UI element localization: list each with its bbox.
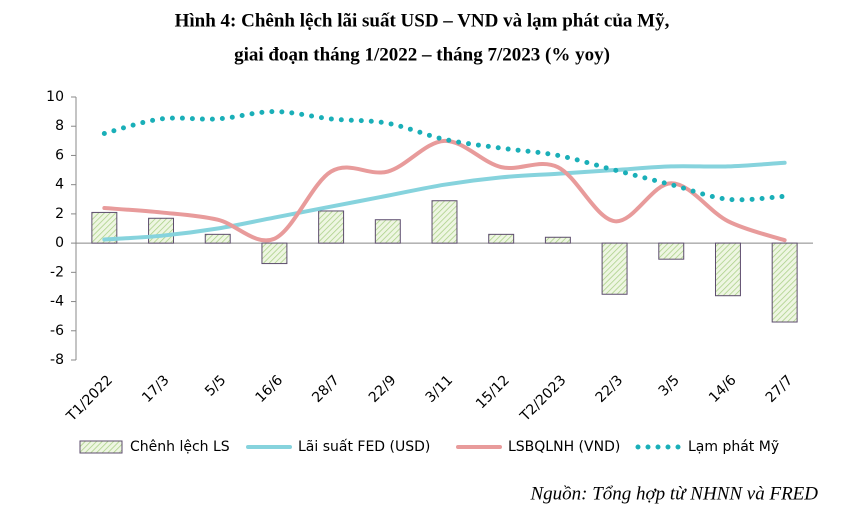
bar xyxy=(431,200,458,244)
chart-subtitle: giai đoạn tháng 1/2022 – tháng 7/2023 (%… xyxy=(234,44,610,65)
legend-label: Lạm phát Mỹ xyxy=(688,439,779,455)
y-tick-label: 4 xyxy=(55,177,64,193)
legend-swatch xyxy=(79,440,123,454)
x-tick-label: 15/12 xyxy=(473,372,513,412)
y-tick-label: 10 xyxy=(46,89,64,105)
x-tick-label: 16/6 xyxy=(253,372,287,406)
x-tick-label: 5/5 xyxy=(202,372,229,399)
x-tick-label: 14/6 xyxy=(706,372,740,406)
x-tick-label: 22/9 xyxy=(366,372,400,406)
legend-label: LSBQLNH (VND) xyxy=(508,439,620,455)
bar xyxy=(601,242,628,295)
x-tick-label: 3/5 xyxy=(656,372,683,399)
bar xyxy=(148,217,175,244)
bar xyxy=(488,233,515,244)
source: Nguồn: Tổng hợp từ NHNN và FRED xyxy=(529,483,818,504)
y-tick-label: 2 xyxy=(55,206,64,222)
bar xyxy=(658,242,685,260)
y-tick-label: -4 xyxy=(50,294,64,310)
x-tick-label: T2/2023 xyxy=(517,372,570,425)
x-tick-label: 3/11 xyxy=(423,372,457,406)
bar xyxy=(318,210,345,244)
bar xyxy=(204,233,231,244)
y-tick-label: 0 xyxy=(55,235,64,251)
line xyxy=(102,160,787,242)
legend-label: Chênh lệch LS xyxy=(130,439,230,455)
y-tick-label: -2 xyxy=(50,264,64,280)
x-tick-label: 17/3 xyxy=(139,372,173,406)
x-tick-label: 28/7 xyxy=(309,372,343,406)
x-tick-label: 27/7 xyxy=(763,372,797,406)
y-tick-label: -6 xyxy=(50,323,64,339)
bar xyxy=(714,242,741,297)
bar xyxy=(374,219,401,244)
line xyxy=(102,138,787,243)
x-tick-label: T1/2022 xyxy=(63,372,116,425)
chart-title: Hình 4: Chênh lệch lãi suất USD – VND và… xyxy=(175,10,670,31)
bar xyxy=(261,242,288,265)
y-tick-label: -8 xyxy=(50,352,64,368)
y-tick-label: 8 xyxy=(55,118,64,134)
x-tick-label: 22/3 xyxy=(593,372,627,406)
bar xyxy=(771,242,798,323)
y-tick-label: 6 xyxy=(55,147,64,163)
legend-label: Lãi suất FED (USD) xyxy=(298,439,430,455)
bar xyxy=(544,236,571,244)
